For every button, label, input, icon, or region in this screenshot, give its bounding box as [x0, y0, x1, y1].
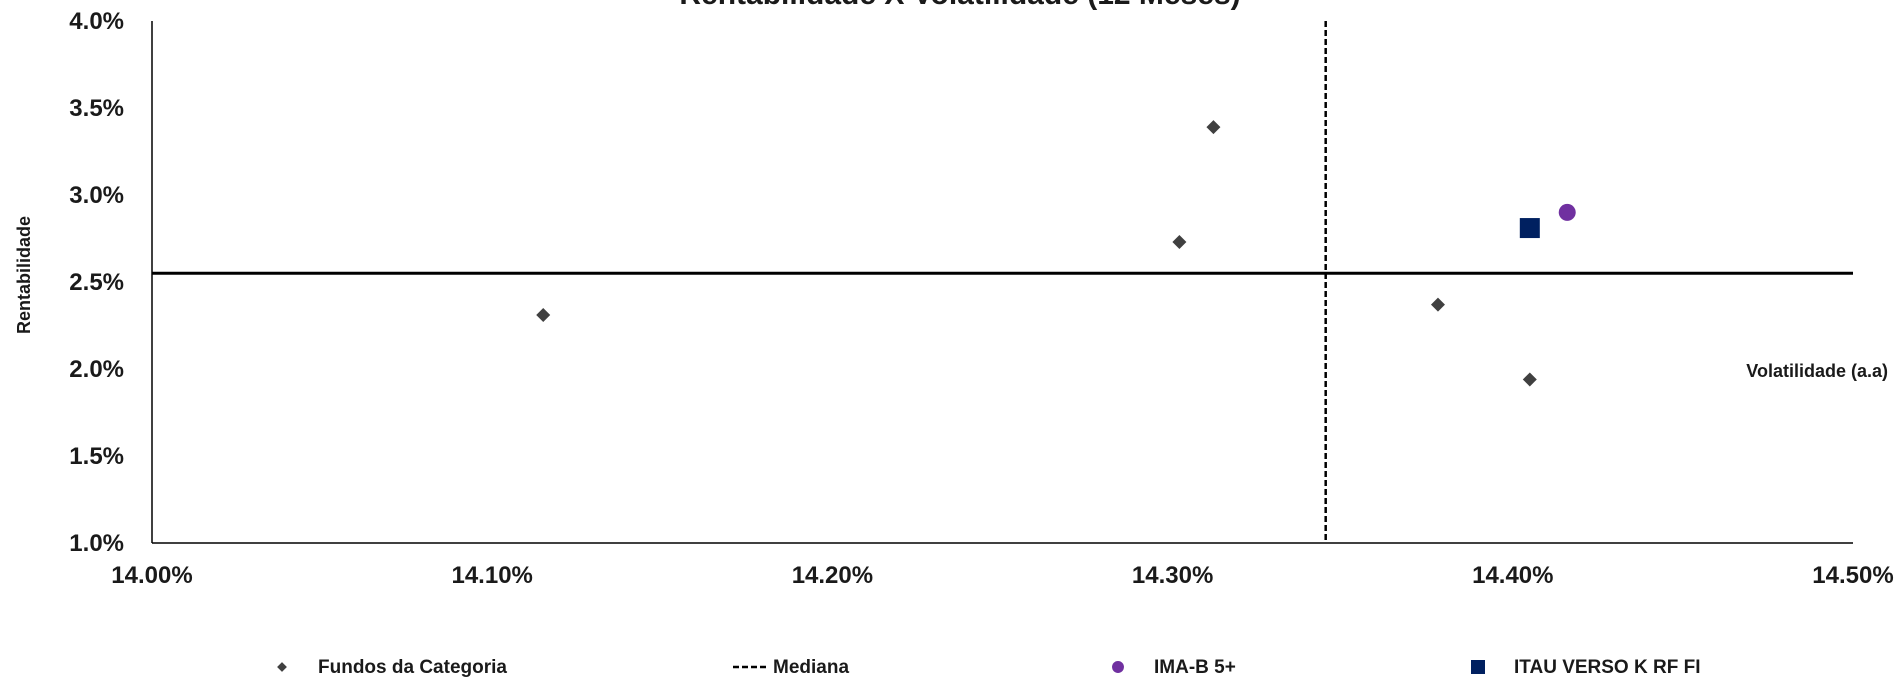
chart-title: Rentabilidade X Volatilidade (12 Meses): [679, 0, 1240, 11]
y-tick-label: 1.0%: [69, 530, 124, 557]
legend-marker-ima-b-5: [1112, 661, 1124, 673]
fundos-da-categoria-point: [1522, 372, 1537, 387]
x-tick-label: 14.50%: [1812, 562, 1893, 589]
fundos-da-categoria-point: [1206, 120, 1221, 135]
y-tick-label: 4.0%: [69, 8, 124, 35]
y-tick-label: 2.0%: [69, 356, 124, 383]
legend-label-mediana: Mediana: [773, 657, 849, 678]
x-tick-label: 14.00%: [111, 562, 192, 589]
legend-label-itau-verso-k-rf-fi: ITAU VERSO K RF FI: [1514, 657, 1700, 678]
fundos-da-categoria-point: [1430, 297, 1445, 312]
axes: [151, 21, 1853, 544]
y-tick-label: 3.5%: [69, 95, 124, 122]
legend: Fundos da Categoria Mediana IMA-B 5+ ITAU V…: [277, 657, 1700, 678]
x-tick-label: 14.30%: [1132, 562, 1213, 589]
ima-b-5-point: [1558, 203, 1576, 221]
x-tick-label: 14.20%: [792, 562, 873, 589]
y-tick-label: 3.0%: [69, 182, 124, 209]
x-tick-labels: 14.00% 14.10% 14.20% 14.30% 14.40% 14.50%: [111, 562, 1893, 589]
legend-marker-fundos-da-categoria: [277, 662, 287, 672]
x-tick-label: 14.40%: [1472, 562, 1553, 589]
median-lines: [152, 21, 1853, 543]
x-axis-label: Volatilidade (a.a): [1746, 361, 1888, 381]
legend-label-ima-b-5: IMA-B 5+: [1154, 657, 1236, 678]
legend-marker-itau-verso-k-rf-fi: [1471, 660, 1485, 674]
y-tick-label: 1.5%: [69, 443, 124, 470]
y-tick-label: 2.5%: [69, 269, 124, 296]
fundos-da-categoria-point: [1172, 234, 1187, 249]
itau-verso-k-rf-fi-point: [1519, 218, 1540, 239]
fundos-da-categoria-point: [536, 308, 551, 323]
x-tick-label: 14.10%: [451, 562, 532, 589]
y-tick-labels: 1.0% 1.5% 2.0% 2.5% 3.0% 3.5% 4.0%: [69, 8, 124, 557]
legend-label-fundos-da-categoria: Fundos da Categoria: [318, 657, 507, 678]
y-axis-label: Rentabilidade: [14, 216, 34, 334]
data-points: [536, 120, 1576, 387]
